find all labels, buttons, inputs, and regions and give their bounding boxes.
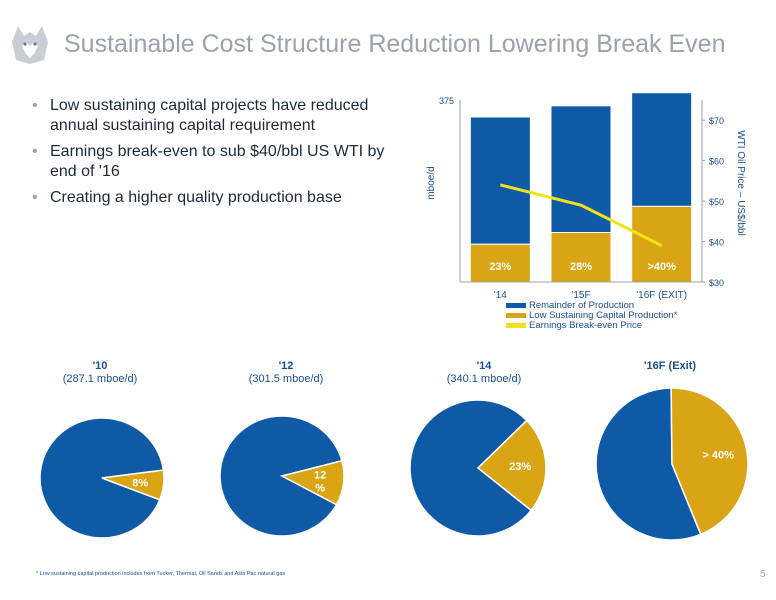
production-bar-chart: 375 $30 $40 $50 $60 $70 mboe/d WTI Oil Price – … xyxy=(426,92,746,300)
bar-remainder xyxy=(469,116,531,245)
husky-wolf-logo-icon xyxy=(12,26,48,64)
pie-chart-2012: 12% xyxy=(219,415,345,537)
pie-chart-2014: 23% xyxy=(409,399,547,537)
legend-item-low-sustaining: Low Sustaining Capital Production* xyxy=(506,309,678,321)
bar-segment-label: 23% xyxy=(489,261,511,273)
pie-slice-remainder xyxy=(409,399,533,537)
pie-slice-label: 23% xyxy=(509,461,531,473)
legend-label: Remainder of Production xyxy=(529,299,635,311)
pie-slice-low-sustaining xyxy=(101,469,165,501)
y2-axis-label: WTI Oil Price – US$/bbl xyxy=(735,130,746,236)
bar-segment-label: 28% xyxy=(570,261,592,273)
y2-tick-label: $30 xyxy=(709,278,724,288)
x-tick-label: '14 xyxy=(494,290,507,300)
legend-item-remainder: Remainder of Production xyxy=(506,299,677,311)
pie-slice-label: 12% xyxy=(314,469,326,494)
pie-year: '16F (Exit) xyxy=(643,360,697,372)
bullet-item: Low sustaining capital projects have red… xyxy=(30,96,410,136)
pie-slice-label: > 40% xyxy=(702,450,734,462)
pie-volume: (301.5 mboe/d) xyxy=(248,373,324,385)
pie-volume: (340.1 mboe/d) xyxy=(446,373,522,385)
pie-slice-low-sustaining xyxy=(670,387,749,536)
page-title: Sustainable Cost Structure Reduction Low… xyxy=(64,30,726,58)
pie-header-2010: '10 (287.1 mboe/d) xyxy=(10,360,190,386)
y2-tick-label: $40 xyxy=(709,238,724,248)
y2-tick-label: $50 xyxy=(709,197,724,207)
legend-swatch-yellow xyxy=(506,322,526,328)
pie-header-2014: '14 (340.1 mboe/d) xyxy=(394,360,574,386)
bar-remainder xyxy=(631,92,693,207)
pie-slice-low-sustaining xyxy=(476,419,547,512)
pie-volume: (287.1 mboe/d) xyxy=(62,373,138,385)
pie-year: '12 xyxy=(278,360,294,372)
bullet-item: Creating a higher quality production bas… xyxy=(30,188,410,208)
legend-item-breakeven: Earnings Break-even Price xyxy=(506,319,677,331)
chart-legend: Remainder of Production Low Sustaining C… xyxy=(506,299,678,331)
pie-year: '10 xyxy=(92,360,108,372)
pie-slice-remainder xyxy=(39,417,165,539)
legend-swatch-gold xyxy=(506,312,526,318)
pie-header-2016: '16F (Exit) xyxy=(580,360,760,373)
footnote: * Low sustaining capital production incl… xyxy=(36,571,286,577)
x-tick-label: '15F xyxy=(571,290,590,300)
pie-chart-2016: > 40% xyxy=(595,387,749,541)
page-number: 5 xyxy=(760,569,766,580)
pie-slice-low-sustaining xyxy=(279,459,345,506)
bullet-list: Low sustaining capital projects have red… xyxy=(30,96,410,214)
y-tick-label: 375 xyxy=(439,96,454,106)
pie-slice-remainder xyxy=(595,387,702,541)
y2-tick-label: $60 xyxy=(709,157,724,167)
bar-low-sustaining xyxy=(550,231,612,283)
bullet-item: Earnings break-even to sub $40/bbl US WT… xyxy=(30,142,410,182)
pie-chart-2010: 8% xyxy=(39,417,165,539)
x-tick-label: '16F (EXIT) xyxy=(636,290,687,300)
bar-remainder xyxy=(550,105,612,233)
pie-header-2012: '12 (301.5 mboe/d) xyxy=(196,360,376,386)
legend-swatch-blue xyxy=(506,302,526,308)
legend-label: Earnings Break-even Price xyxy=(529,319,642,331)
y-axis-label: mboe/d xyxy=(426,166,437,199)
bar-segment-label: >40% xyxy=(647,261,676,273)
pie-slice-label: 8% xyxy=(132,477,148,489)
bar-low-sustaining xyxy=(469,243,531,283)
legend-label: Low Sustaining Capital Production* xyxy=(529,309,678,321)
earnings-breakeven-line xyxy=(499,183,663,247)
pie-year: '14 xyxy=(476,360,492,372)
y2-tick-label: $70 xyxy=(709,116,724,126)
